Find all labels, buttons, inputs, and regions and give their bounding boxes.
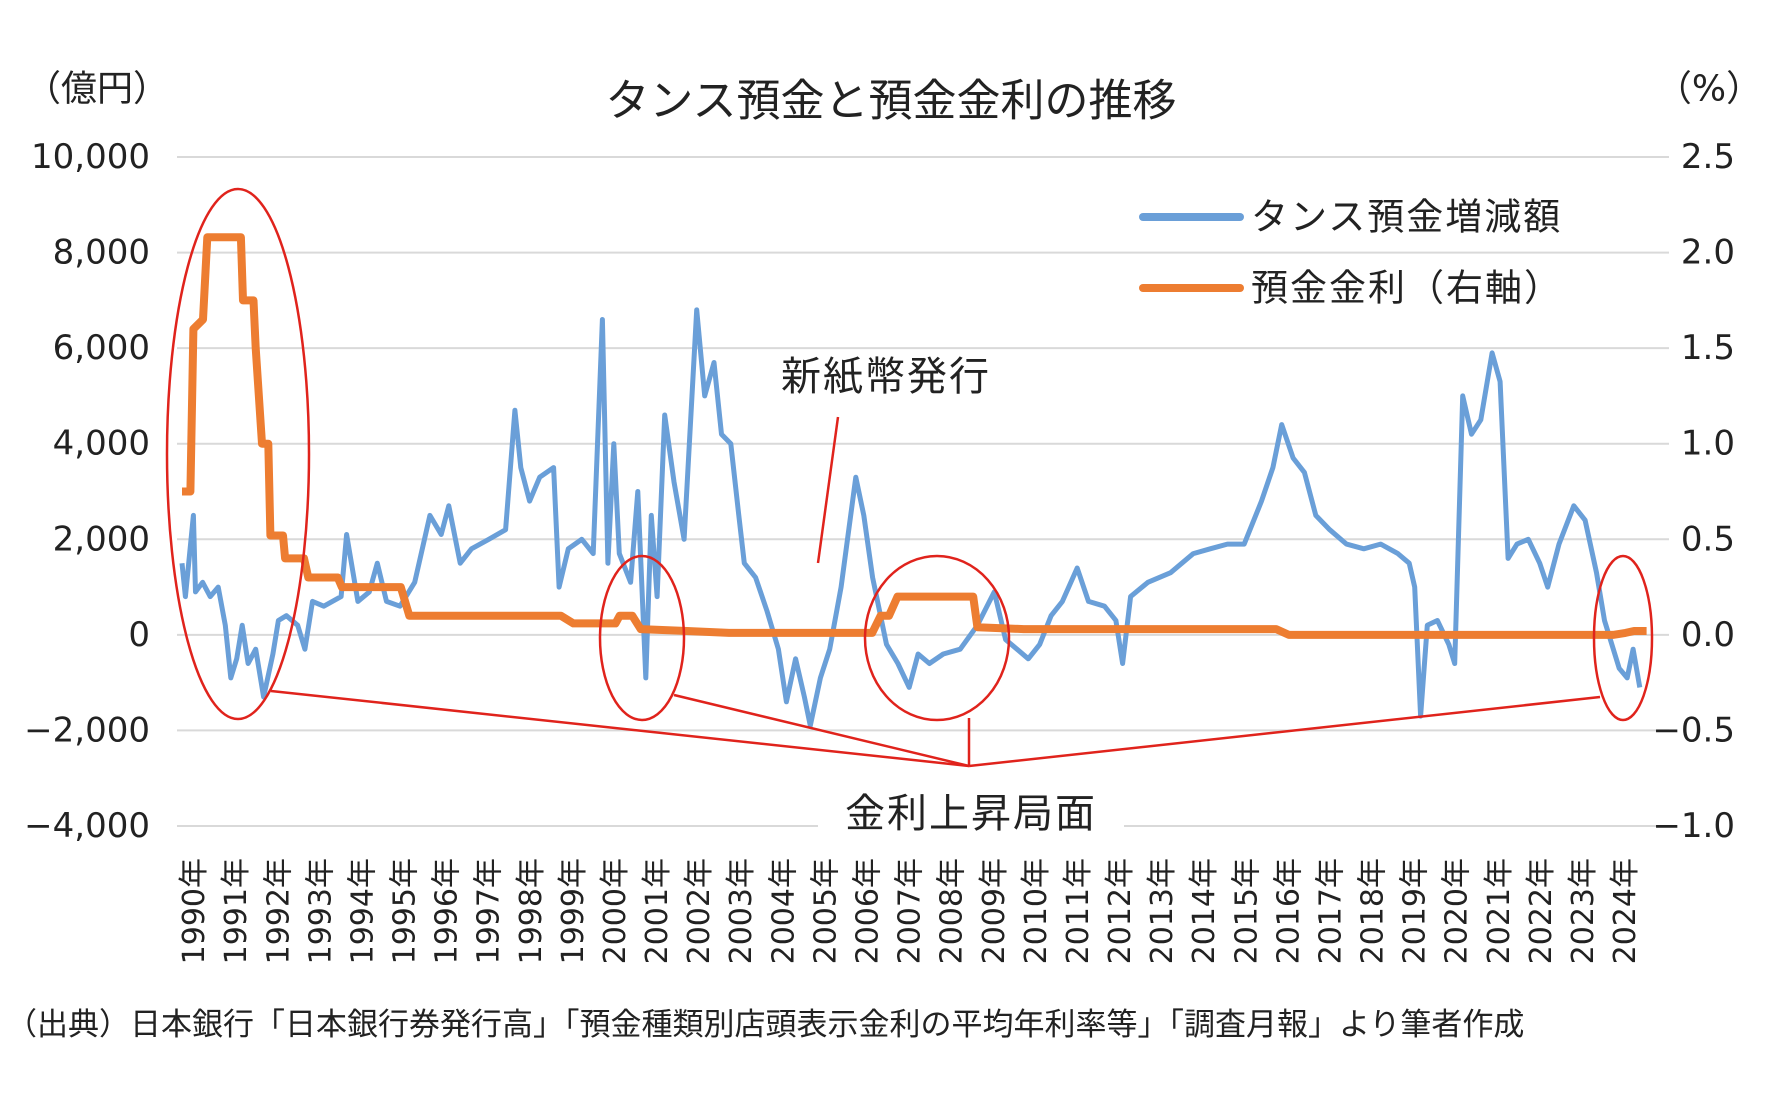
grid — [177, 156, 1669, 827]
x-tick-label: 2005年 — [808, 858, 843, 964]
x-tick-label: 2001年 — [640, 858, 675, 964]
x-tick-label: 2004年 — [766, 858, 801, 964]
x-tick-label: 1994年 — [345, 858, 380, 964]
x-tick-label: 2008年 — [935, 858, 970, 964]
legend-label: タンス預金増減額 — [1251, 196, 1562, 239]
x-tick-label: 2017年 — [1313, 858, 1348, 964]
y-tick-label: 6,000 — [53, 328, 150, 368]
y2-tick-label: 2.5 — [1681, 137, 1735, 177]
callout-line — [673, 693, 970, 768]
x-tick-label: 2014年 — [1187, 858, 1222, 964]
callout-line — [968, 695, 1601, 768]
y2-tick-label: −1.0 — [1652, 806, 1735, 846]
series-line — [182, 233, 1647, 639]
y2-tick-label: 1.5 — [1681, 328, 1735, 368]
y-unit-label: （億円） — [25, 69, 169, 110]
highlight-ellipse — [1592, 554, 1654, 722]
x-tick-label: 2013年 — [1145, 858, 1180, 964]
x-tick-label: 2009年 — [977, 858, 1012, 964]
x-tick-label: 2018年 — [1356, 858, 1391, 964]
x-tick-label: 2020年 — [1440, 858, 1475, 964]
highlight-ellipse — [165, 187, 311, 721]
x-tick-label: 1999年 — [556, 858, 591, 964]
y2-tick-label: 1.0 — [1681, 424, 1735, 464]
x-tick-label: 2007年 — [893, 858, 928, 964]
y2-tick-label: −0.5 — [1652, 710, 1735, 750]
y-tick-label: 0 — [128, 615, 150, 655]
plot-area — [179, 233, 1647, 729]
callout-line — [270, 689, 970, 768]
series-line — [179, 307, 1643, 729]
x-tick-label: 2015年 — [1229, 858, 1264, 964]
x-tick-label: 2011年 — [1061, 858, 1096, 964]
y2-tick-label: 2.0 — [1681, 233, 1735, 273]
x-tick-label: 1998年 — [514, 858, 549, 964]
highlight-ellipse — [863, 554, 1011, 722]
y2-tick-label: 0.5 — [1681, 519, 1735, 559]
x-tick-label: 2010年 — [1019, 858, 1054, 964]
x-tick-label: 2023年 — [1566, 858, 1601, 964]
x-tick-label: 1995年 — [388, 858, 423, 964]
annotation: 新紙幣発行 — [781, 354, 991, 400]
legend-label: 預金金利（右軸） — [1251, 267, 1563, 310]
x-tick-label: 1997年 — [472, 858, 507, 964]
annotation: 金利上昇局面 — [845, 791, 1097, 837]
x-tick-label: 2000年 — [598, 858, 633, 964]
x-tick-label: 2021年 — [1482, 858, 1517, 964]
source-note: （出典）日本銀行「日本銀行券発行高」「預金種類別店頭表示金利の平均年利率等」「調… — [6, 1007, 1524, 1043]
x-tick-label: 2003年 — [724, 858, 759, 964]
x-tick-label: 2024年 — [1608, 858, 1643, 964]
x-tick-label: 2019年 — [1398, 858, 1433, 964]
y-tick-label: 8,000 — [53, 233, 150, 273]
x-tick-label: 1996年 — [430, 858, 465, 964]
annotation-background — [818, 786, 1124, 842]
y-tick-label: −4,000 — [24, 806, 150, 846]
x-tick-label: 2016年 — [1271, 858, 1306, 964]
y-tick-label: −2,000 — [24, 710, 150, 750]
y2-unit-label: （%） — [1656, 69, 1762, 110]
callout-line — [816, 416, 840, 564]
x-tick-label: 2006年 — [850, 858, 885, 964]
highlight-ellipse — [598, 554, 686, 722]
highlight-ellipses — [165, 187, 1654, 768]
y-tick-label: 10,000 — [31, 137, 150, 177]
y-tick-label: 4,000 — [53, 424, 150, 464]
x-tick-label: 1990年 — [177, 858, 212, 964]
x-tick-label: 2002年 — [682, 858, 717, 964]
x-tick-label: 1992年 — [261, 858, 296, 964]
y2-tick-label: 0.0 — [1681, 615, 1735, 655]
chart-title: タンス預金と預金金利の推移 — [605, 76, 1176, 127]
y-tick-label: 2,000 — [53, 519, 150, 559]
x-tick-label: 2012年 — [1103, 858, 1138, 964]
x-tick-label: 2022年 — [1524, 858, 1559, 964]
x-tick-label: 1991年 — [219, 858, 254, 964]
x-tick-label: 1993年 — [303, 858, 338, 964]
